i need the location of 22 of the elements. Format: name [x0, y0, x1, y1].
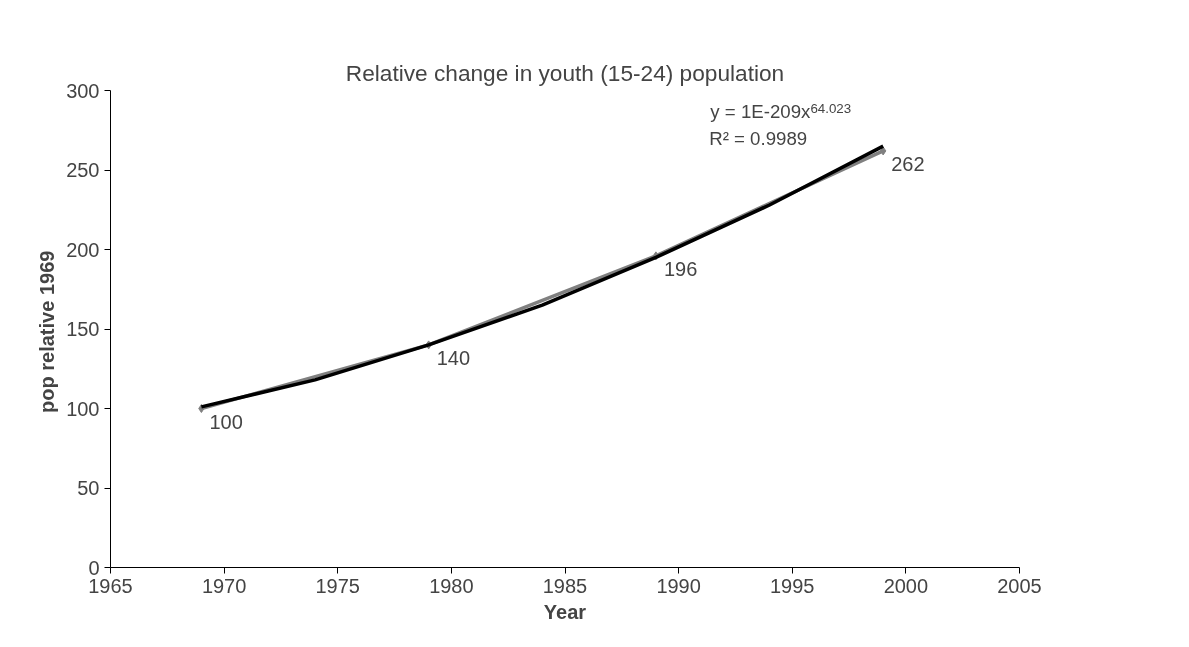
y-tick-label: 100	[66, 397, 100, 420]
data-label: 140	[436, 346, 471, 369]
annotation: R² = 0.9989	[709, 128, 808, 150]
data-label: 262	[891, 152, 925, 175]
y-tick-label: 300	[66, 79, 100, 102]
x-axis-title: Year	[543, 600, 587, 623]
y-tick-label: 200	[66, 238, 100, 261]
y-tick-label: 150	[66, 318, 100, 340]
y-axis-title: pop relative 1969	[36, 250, 59, 413]
x-tick-label: 2005	[997, 574, 1042, 597]
x-tick-label: 1980	[429, 574, 474, 597]
x-tick-label: 1990	[656, 574, 701, 597]
chart-title: Relative change in youth (15-24) population	[345, 59, 785, 86]
y-tick-label: 250	[66, 159, 100, 181]
x-tick-label: 1985	[542, 574, 588, 597]
x-tick-label: 2000	[883, 574, 929, 597]
data-label: 100	[209, 410, 243, 433]
x-tick-label: 1970	[201, 574, 247, 597]
x-tick-label: 1975	[315, 574, 360, 597]
x-tick-label: 1995	[770, 574, 815, 597]
y-tick-label: 50	[77, 477, 100, 499]
data-label: 196	[663, 257, 698, 280]
